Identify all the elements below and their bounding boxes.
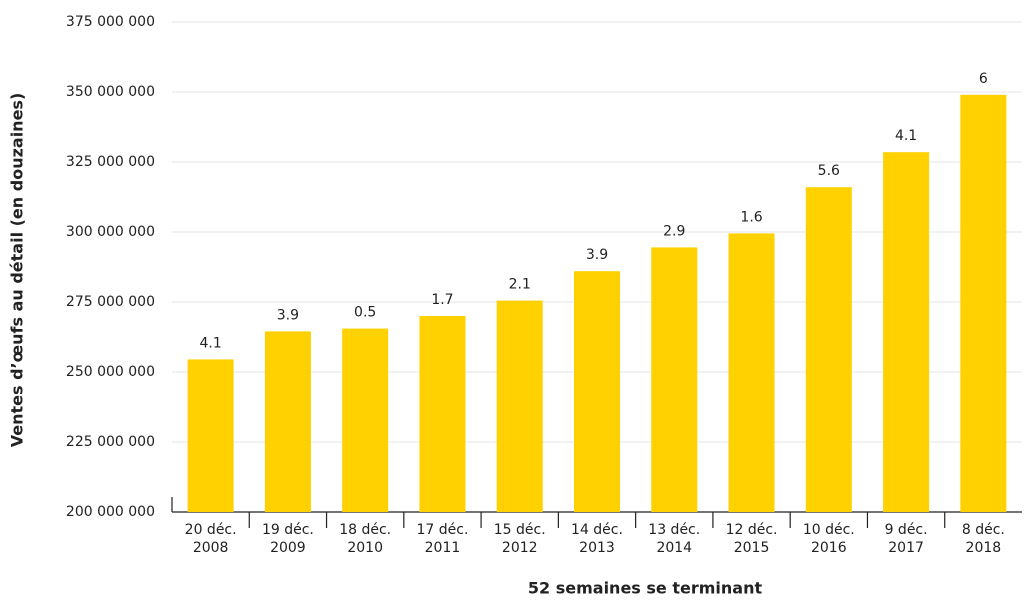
- bar: [883, 152, 930, 512]
- bar-annotation: 3.9: [586, 247, 608, 263]
- x-tick-label-line: 2016: [811, 540, 847, 556]
- bar: [496, 300, 543, 512]
- x-tick-label-line: 2013: [579, 540, 615, 556]
- y-tick-label: 375 000 000: [66, 14, 155, 30]
- bar: [960, 94, 1007, 513]
- bar-annotation: 3.9: [277, 307, 299, 323]
- x-tick-label-line: 2015: [734, 540, 770, 556]
- bar-annotation: 4.1: [200, 335, 222, 351]
- x-tick-label: 9 déc. 2017: [885, 522, 928, 556]
- x-tick-label-line: 2018: [966, 540, 1002, 556]
- bar-annotation: 1.7: [431, 292, 453, 308]
- x-tick-label: 17 déc. 2011: [416, 522, 468, 556]
- x-tick-label: 14 déc. 2013: [571, 522, 623, 556]
- x-tick-label: 10 déc. 2016: [803, 522, 855, 556]
- y-tick-label: 300 000 000: [66, 224, 155, 240]
- bar: [264, 331, 311, 512]
- x-tick-label-line: 12 déc.: [726, 522, 778, 538]
- bar: [419, 316, 466, 512]
- x-tick-label-line: 2012: [502, 540, 538, 556]
- x-tick-label: 8 déc. 2018: [962, 522, 1005, 556]
- bar-annotation: 4.1: [895, 128, 917, 144]
- y-tick-label: 325 000 000: [66, 154, 155, 170]
- bar-annotation: 0.5: [354, 305, 376, 321]
- x-tick-label-line: 19 déc.: [262, 522, 314, 538]
- bar: [574, 271, 620, 512]
- x-tick-label-line: 15 déc.: [494, 522, 546, 538]
- x-tick-label-line: 14 déc.: [571, 522, 623, 538]
- x-tick-label-line: 18 déc.: [339, 522, 391, 538]
- x-tick-label: 15 déc. 2012: [494, 522, 546, 556]
- x-tick-label-line: 2008: [193, 540, 229, 556]
- x-tick-label-line: 2009: [270, 540, 306, 556]
- y-tick-label: 275 000 000: [66, 294, 155, 310]
- y-tick-label: 350 000 000: [66, 84, 155, 100]
- x-tick-label: 12 déc. 2015: [726, 522, 778, 556]
- bar-annotation: 6: [979, 71, 988, 87]
- bar: [651, 247, 698, 512]
- x-tick-label-line: 2014: [656, 540, 692, 556]
- x-tick-label-line: 9 déc.: [885, 522, 928, 538]
- x-tick-label: 13 déc. 2014: [648, 522, 700, 556]
- x-tick-label-line: 2017: [888, 540, 924, 556]
- y-tick-label: 200 000 000: [66, 504, 155, 520]
- bar: [728, 233, 775, 512]
- bar-annotation: 1.6: [740, 209, 762, 225]
- y-tick-label: 225 000 000: [66, 434, 155, 450]
- bar: [805, 187, 852, 512]
- bar-annotation: 2.1: [509, 277, 531, 293]
- x-tick-label: 19 déc. 2009: [262, 522, 314, 556]
- x-tick-label-line: 13 déc.: [648, 522, 700, 538]
- x-tick-label-line: 10 déc.: [803, 522, 855, 538]
- bar-annotation: 2.9: [663, 223, 685, 239]
- x-tick-label-line: 2010: [347, 540, 383, 556]
- x-tick-label-line: 8 déc.: [962, 522, 1005, 538]
- x-axis-label: 52 semaines se terminant: [528, 579, 763, 598]
- bar-annotation: 5.6: [818, 163, 840, 179]
- y-tick-label: 250 000 000: [66, 364, 155, 380]
- x-tick-label-line: 17 déc.: [416, 522, 468, 538]
- y-axis-label: Ventes d’œufs au détail (en douzaines): [8, 93, 27, 448]
- x-tick-label: 20 déc. 2008: [185, 522, 237, 556]
- x-tick-label-line: 20 déc.: [185, 522, 237, 538]
- bar: [342, 328, 389, 512]
- x-tick-label-line: 2011: [425, 540, 461, 556]
- bar: [187, 359, 234, 512]
- x-tick-label: 18 déc. 2010: [339, 522, 391, 556]
